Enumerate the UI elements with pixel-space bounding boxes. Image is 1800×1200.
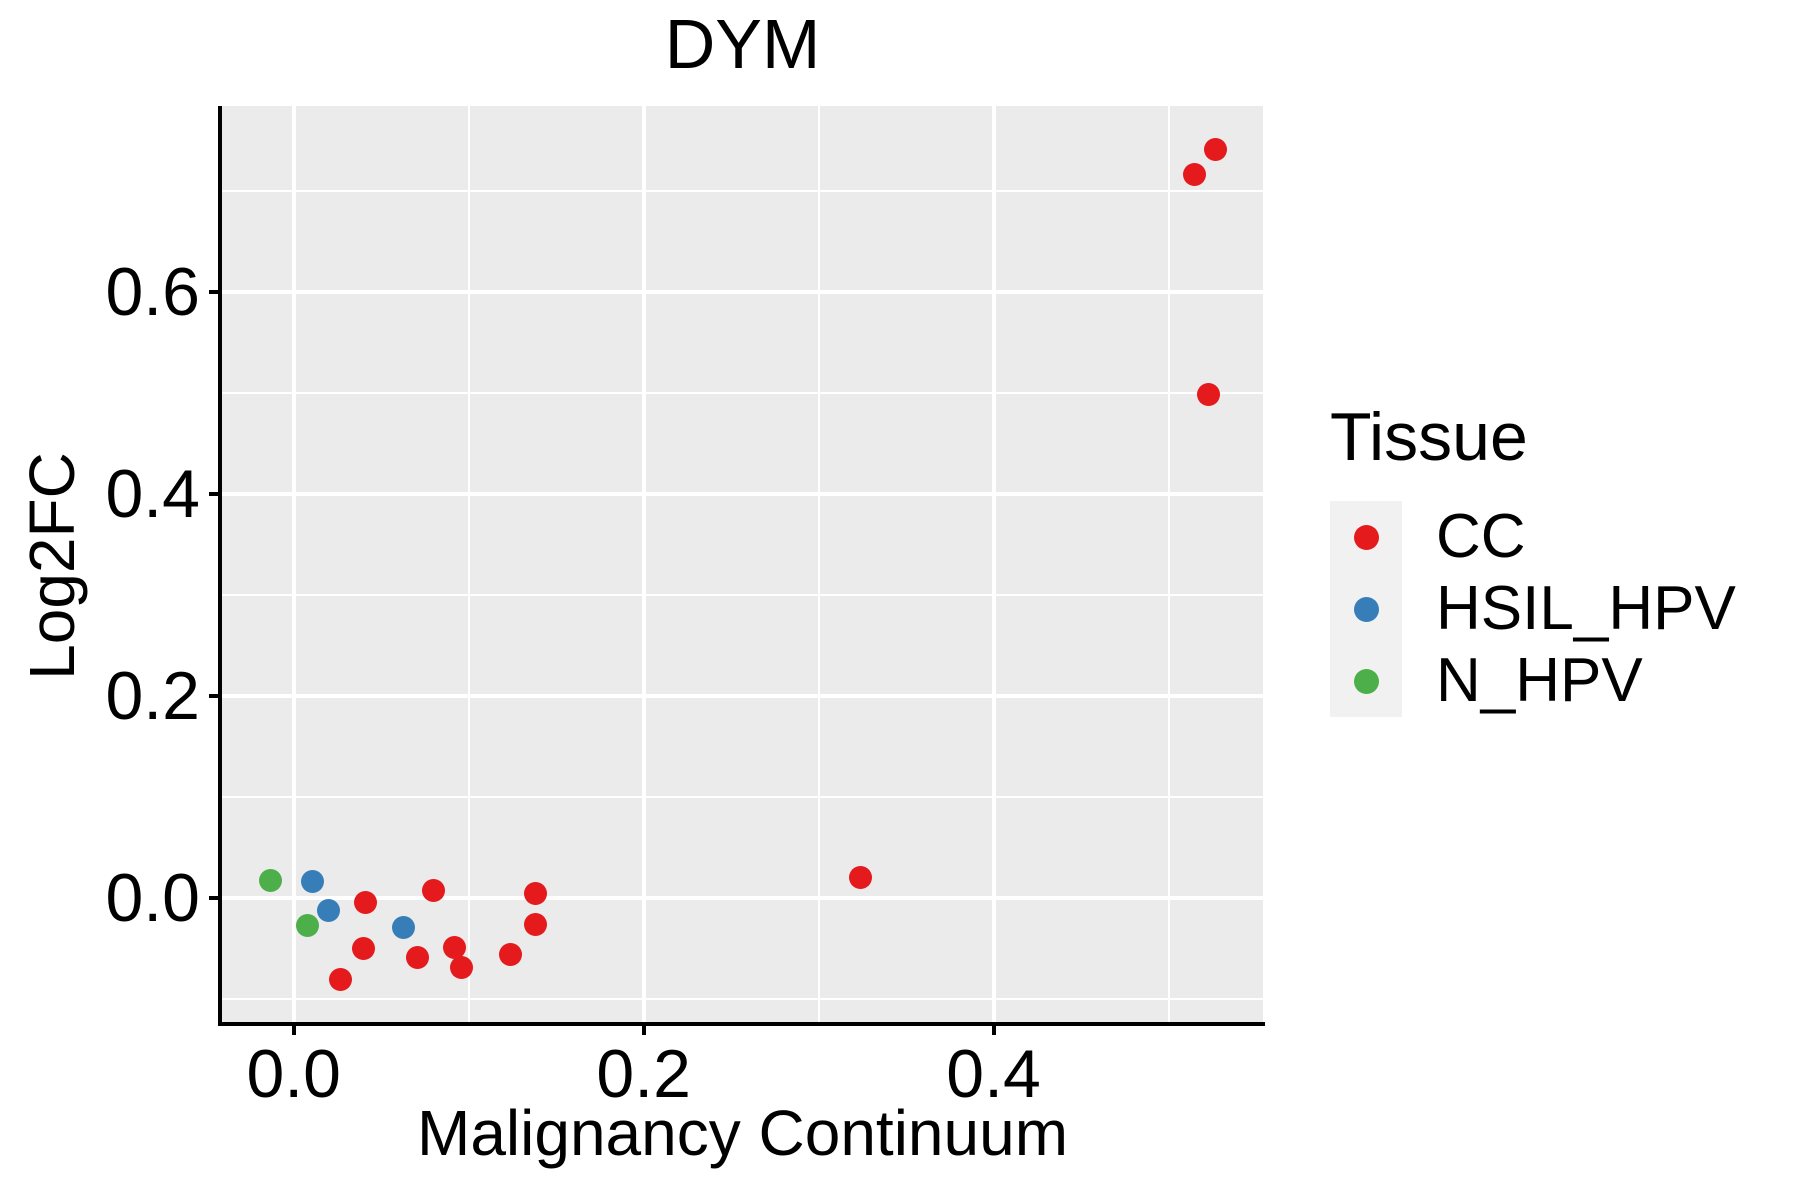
data-point-hsil_hpv bbox=[301, 870, 325, 894]
x-axis-line bbox=[218, 1022, 1265, 1026]
legend-dot-icon bbox=[1353, 596, 1379, 622]
data-point-hsil_hpv bbox=[392, 915, 416, 939]
minor-gridline-y bbox=[222, 593, 1263, 596]
data-point-cc bbox=[499, 942, 523, 966]
legend-key bbox=[1330, 501, 1402, 574]
minor-gridline-y bbox=[222, 391, 1263, 394]
y-tick-mark bbox=[209, 693, 222, 698]
y-axis-line bbox=[218, 106, 222, 1026]
legend-dot-icon bbox=[1353, 668, 1379, 694]
legend-item-n_hpv: N_HPV bbox=[1330, 645, 1736, 718]
legend-label: HSIL_HPV bbox=[1436, 574, 1736, 644]
x-tick-label: 0.4 bbox=[946, 1036, 1041, 1112]
minor-gridline-x bbox=[467, 106, 470, 1022]
major-gridline-x bbox=[991, 106, 996, 1022]
major-gridline-y bbox=[222, 693, 1263, 698]
legend-label: N_HPV bbox=[1436, 646, 1643, 716]
y-tick-label: 0.6 bbox=[105, 253, 200, 330]
minor-gridline-x bbox=[817, 106, 820, 1022]
data-point-hsil_hpv bbox=[317, 899, 341, 923]
major-gridline-y bbox=[222, 895, 1263, 900]
data-point-cc bbox=[353, 891, 377, 915]
data-point-cc bbox=[406, 945, 430, 969]
major-gridline-y bbox=[222, 491, 1263, 496]
y-tick-mark bbox=[209, 895, 222, 900]
data-point-cc bbox=[1204, 137, 1228, 161]
minor-gridline-x bbox=[1167, 106, 1170, 1022]
major-gridline-x bbox=[641, 106, 646, 1022]
plot-title: DYM bbox=[664, 5, 821, 83]
data-point-cc bbox=[329, 968, 353, 992]
data-point-cc bbox=[523, 882, 547, 906]
data-point-cc bbox=[523, 912, 547, 936]
major-gridline-y bbox=[222, 289, 1263, 294]
x-tick-label: 0.0 bbox=[246, 1036, 341, 1112]
y-axis-title: Log2FC bbox=[16, 452, 88, 680]
data-point-n_hpv bbox=[296, 913, 320, 937]
data-point-cc bbox=[1183, 163, 1207, 187]
data-point-cc bbox=[443, 935, 467, 959]
major-gridline-x bbox=[291, 106, 296, 1022]
legend-item-cc: CC bbox=[1330, 501, 1736, 574]
y-tick-mark bbox=[209, 289, 222, 294]
legend-item-hsil_hpv: HSIL_HPV bbox=[1330, 573, 1736, 646]
minor-gridline-y bbox=[222, 189, 1263, 192]
y-tick-label: 0.4 bbox=[105, 455, 200, 532]
minor-gridline-y bbox=[222, 997, 1263, 1000]
y-tick-mark bbox=[209, 491, 222, 496]
legend-label: CC bbox=[1436, 502, 1526, 572]
plot-panel bbox=[222, 106, 1263, 1022]
minor-gridline-y bbox=[222, 795, 1263, 798]
legend-items: CC HSIL_HPV N_HPV bbox=[1330, 501, 1736, 718]
legend-key bbox=[1330, 573, 1402, 646]
data-point-cc bbox=[1197, 383, 1221, 407]
data-point-cc bbox=[450, 955, 474, 979]
x-tick-label: 0.2 bbox=[596, 1036, 691, 1112]
y-tick-label: 0.0 bbox=[105, 859, 200, 936]
data-point-cc bbox=[849, 866, 873, 890]
legend-key bbox=[1330, 645, 1402, 718]
data-point-cc bbox=[352, 936, 376, 960]
x-tick-mark bbox=[641, 1026, 646, 1035]
y-tick-label: 0.2 bbox=[105, 657, 200, 734]
legend: Tissue CC HSIL_HPV N_HPV bbox=[1330, 399, 1736, 718]
data-point-cc bbox=[422, 879, 446, 903]
x-tick-mark bbox=[291, 1026, 296, 1035]
data-point-n_hpv bbox=[259, 869, 283, 893]
x-axis-title: Malignancy Continuum bbox=[417, 1097, 1068, 1169]
x-tick-mark bbox=[991, 1026, 996, 1035]
legend-dot-icon bbox=[1353, 524, 1379, 550]
legend-title: Tissue bbox=[1330, 399, 1528, 475]
